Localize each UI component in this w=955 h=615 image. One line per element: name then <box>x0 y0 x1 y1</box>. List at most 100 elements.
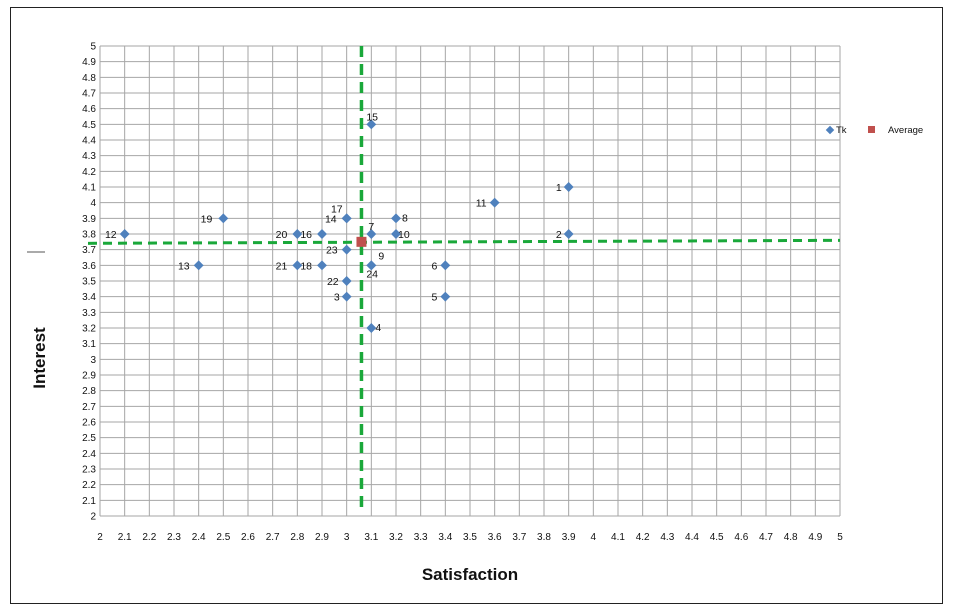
data-point-21 <box>292 260 303 271</box>
y-tick-label: 2.2 <box>82 480 96 491</box>
data-label-12: 12 <box>105 229 117 241</box>
data-point-12 <box>119 229 130 239</box>
data-label-18: 18 <box>300 260 312 272</box>
y-tick-label: 4.2 <box>82 167 96 178</box>
y-tick-label: 4.1 <box>82 183 96 194</box>
legend: Tk Average <box>825 125 923 136</box>
data-label-22: 22 <box>327 276 339 288</box>
x-tick-label: 2.5 <box>216 532 230 543</box>
y-tick-label: 3.2 <box>82 324 96 335</box>
x-tick-label: 2.7 <box>266 532 280 543</box>
y-tick-label: 3 <box>90 355 96 366</box>
data-label-3: 3 <box>334 292 340 304</box>
y-tick-label: 2 <box>90 512 96 523</box>
x-tick-label: 4.3 <box>660 532 674 543</box>
x-tick-label: 4.5 <box>710 532 724 543</box>
data-label-10: 10 <box>398 229 410 241</box>
data-point-7 <box>366 229 377 239</box>
data-point-5 <box>440 291 451 302</box>
data-label-4: 4 <box>375 322 381 334</box>
x-tick-label: 5 <box>837 532 843 543</box>
y-tick-label: 3.6 <box>82 261 96 272</box>
y-tick-label: 3.3 <box>82 308 96 319</box>
y-tick-label: 4.5 <box>82 120 96 131</box>
data-points <box>119 119 574 333</box>
average-interest-line <box>87 238 841 245</box>
x-tick-label: 3.1 <box>364 532 378 543</box>
x-tick-label: 3 <box>344 532 350 543</box>
y-tick-label: 4.4 <box>82 136 96 147</box>
average-point <box>356 236 367 247</box>
y-tick-labels: 2 2.1 2.2 2.3 2.4 2.5 2.6 2.7 2.8 2.9 3 3.1 3.2 3.3 3.… <box>82 42 96 523</box>
data-label-16: 16 <box>300 229 312 241</box>
y-tick-label: 2.5 <box>82 433 96 444</box>
y-tick-label: 3.1 <box>82 339 96 350</box>
y-tick-label: 2.1 <box>82 496 96 507</box>
data-label-8: 8 <box>402 212 408 224</box>
data-point-8 <box>391 213 401 224</box>
data-point-19 <box>218 213 229 224</box>
x-tick-label: 3.9 <box>562 532 576 543</box>
data-point-23 <box>341 244 352 255</box>
x-tick-label: 2.9 <box>315 532 329 543</box>
data-label-20: 20 <box>276 229 288 241</box>
data-point-18 <box>317 260 327 271</box>
data-point-3 <box>341 291 352 302</box>
x-tick-label: 2.3 <box>167 532 181 543</box>
x-tick-label: 3.5 <box>463 532 477 543</box>
y-tick-label: 3.8 <box>82 230 96 241</box>
data-point-6 <box>440 260 451 271</box>
y-tick-label: 2.3 <box>82 465 96 476</box>
legend-marker-average <box>868 126 875 133</box>
y-tick-label: 2.6 <box>82 418 96 429</box>
x-tick-label: 3.2 <box>389 532 403 543</box>
grid <box>99 45 841 517</box>
y-tick-label: 3.5 <box>82 277 96 288</box>
x-tick-label: 4.9 <box>808 532 822 543</box>
y-tick-label: 4.7 <box>82 89 96 100</box>
data-label-1: 1 <box>556 182 562 194</box>
y-axis-title: Interest <box>30 327 49 389</box>
data-point-2 <box>563 229 574 239</box>
data-point-10 <box>391 229 401 239</box>
x-tick-label: 2.2 <box>142 532 156 543</box>
x-tick-label: 4.6 <box>734 532 748 543</box>
data-point-13 <box>193 260 204 271</box>
x-axis-title: Satisfaction <box>422 565 518 584</box>
data-point-20 <box>292 229 303 239</box>
y-tick-label: 5 <box>90 42 96 53</box>
y-tick-label: 4.6 <box>82 104 96 115</box>
data-label-11: 11 <box>476 198 487 210</box>
data-label-7: 7 <box>368 221 374 233</box>
y-tick-label: 2.4 <box>82 449 96 460</box>
data-label-2: 2 <box>556 229 562 241</box>
x-tick-label: 3.8 <box>537 532 551 543</box>
x-tick-label: 4.7 <box>759 532 773 543</box>
data-label-14: 14 <box>325 213 337 225</box>
x-tick-label: 4 <box>591 532 597 543</box>
data-point-22 <box>341 276 352 286</box>
x-tick-label: 2.6 <box>241 532 255 543</box>
y-tick-label: 3.4 <box>82 292 96 303</box>
data-label-23: 23 <box>326 245 338 257</box>
y-tick-label: 2.8 <box>82 386 96 397</box>
legend-label-average: Average <box>888 125 923 136</box>
data-label-17: 17 <box>331 203 343 215</box>
data-label-13: 13 <box>178 260 190 272</box>
reference-lines <box>87 46 841 508</box>
y-tick-label: 4 <box>90 198 96 209</box>
data-label-21: 21 <box>276 260 288 272</box>
x-tick-label: 4.8 <box>784 532 798 543</box>
data-label-6: 6 <box>431 260 437 272</box>
x-tick-label: 4.4 <box>685 532 699 543</box>
data-point-24 <box>366 260 377 271</box>
data-point-11 <box>489 197 500 208</box>
y-tick-label: 4.3 <box>82 151 96 162</box>
y-tick-label: 4.9 <box>82 57 96 68</box>
x-tick-labels: 2 2.1 2.2 2.3 2.4 2.5 2.6 2.7 2.8 2.9 3 3.1 3.2 3.3 3.… <box>97 532 843 543</box>
y-tick-label: 2.9 <box>82 371 96 382</box>
data-point-4 <box>366 323 377 333</box>
data-point-17 <box>341 213 352 224</box>
